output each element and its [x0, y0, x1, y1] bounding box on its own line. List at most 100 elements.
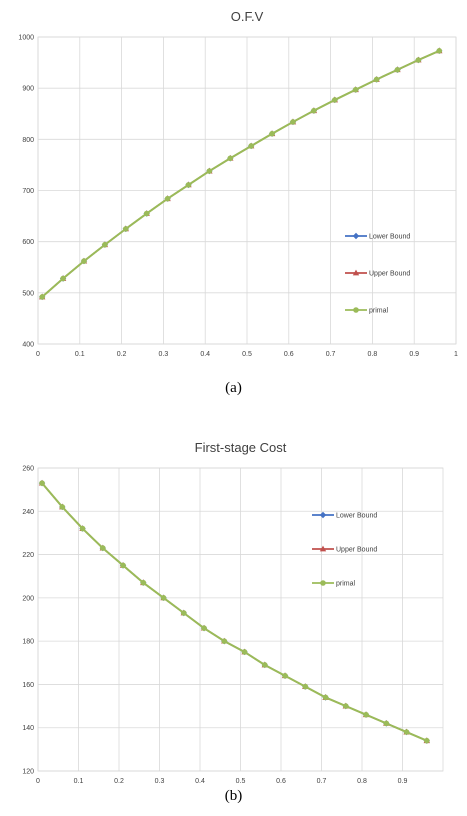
x-tick-label: 1	[454, 351, 458, 358]
legend-marker	[352, 269, 360, 276]
data-point	[282, 672, 288, 679]
data-point	[290, 119, 296, 125]
y-tick-label: 120	[22, 769, 34, 776]
x-tick-label: 0.6	[276, 778, 286, 783]
x-tick-label: 0.2	[114, 778, 124, 783]
x-tick-label: 0	[36, 351, 40, 358]
x-tick-label: 0.3	[155, 778, 165, 783]
data-point	[206, 168, 213, 174]
legend-label: Upper Bound	[369, 271, 410, 278]
data-point	[343, 703, 349, 709]
x-tick-label: 0.1	[74, 778, 84, 783]
y-tick-label: 500	[22, 290, 34, 297]
data-point	[221, 638, 228, 644]
data-point	[269, 130, 275, 137]
legend-marker	[319, 511, 327, 519]
data-point	[79, 525, 86, 532]
y-tick-label: 900	[22, 86, 34, 93]
x-tick-label: 0.5	[242, 351, 252, 358]
y-tick-label: 180	[22, 639, 34, 646]
x-tick-label: 0.4	[200, 351, 210, 358]
y-tick-label: 160	[22, 682, 34, 689]
x-tick-label: 0.3	[159, 351, 169, 358]
caption-a: (a)	[225, 380, 242, 396]
x-tick-label: 0.7	[326, 351, 336, 358]
first-stage-cost-chart: First-stage Cost 120 140 160 180 200 220 240 260…	[22, 440, 444, 783]
y-tick-label: 800	[22, 137, 34, 144]
legend-label: primal	[369, 308, 389, 315]
data-point	[181, 610, 187, 616]
data-point	[39, 294, 45, 300]
data-point	[248, 143, 254, 149]
data-point	[227, 155, 234, 162]
data-point	[373, 76, 380, 83]
data-point	[160, 595, 167, 601]
series-line	[41, 50, 440, 298]
data-point	[352, 86, 359, 93]
ofv-chart: O.F.V 400 500 600 700 800 900 1000 0 0.1 0.2 0.3 0.4…	[18, 9, 458, 358]
data-point	[185, 182, 192, 188]
data-point	[424, 737, 430, 744]
chart-title: O.F.V	[231, 9, 264, 24]
caption-b: (b)	[224, 788, 243, 804]
data-point	[201, 625, 207, 631]
data-point	[140, 579, 147, 586]
x-tick-label: 0.8	[368, 351, 378, 358]
series-line	[41, 50, 440, 298]
x-tick-label: 0.8	[357, 778, 367, 783]
x-tick-label: 0.1	[75, 351, 85, 358]
data-point	[100, 545, 106, 551]
y-tick-label: 220	[22, 552, 34, 559]
chart-title: First-stage Cost	[195, 440, 287, 455]
data-point	[262, 662, 268, 668]
data-point	[39, 480, 45, 486]
x-tick-label: 0	[36, 778, 40, 783]
x-tick-label: 0.5	[236, 778, 246, 783]
series-line	[41, 482, 428, 742]
data-point	[383, 720, 390, 727]
series-line	[41, 482, 428, 742]
data-point	[120, 562, 126, 569]
x-tick-label: 0.7	[317, 778, 327, 783]
data-point	[436, 48, 443, 54]
data-point	[81, 258, 87, 264]
legend-label: Upper Bound	[336, 547, 377, 554]
data-point	[311, 107, 317, 114]
y-tick-label: 140	[22, 725, 34, 732]
x-tick-label: 0.4	[195, 778, 205, 783]
y-tick-label: 1000	[18, 35, 34, 42]
y-tick-label: 260	[22, 466, 34, 473]
data-point	[322, 694, 329, 701]
legend-label: Lower Bound	[336, 513, 377, 520]
legend-marker	[353, 307, 359, 313]
x-tick-label: 0.2	[117, 351, 127, 358]
x-tick-label: 0.6	[284, 351, 294, 358]
series-line	[41, 482, 428, 742]
data-point	[415, 57, 422, 63]
y-tick-label: 600	[22, 239, 34, 246]
y-tick-label: 200	[22, 595, 34, 602]
legend-label: primal	[336, 581, 356, 588]
y-tick-label: 240	[22, 509, 34, 516]
series-line	[41, 49, 440, 298]
chart-panel-a: O.F.V 400 500 600 700 800 900 1000 0 0.1 0.2 0.3 0.4…	[18, 9, 458, 396]
data-point	[331, 97, 338, 103]
x-tick-label: 0.9	[409, 351, 419, 358]
legend-marker	[320, 580, 326, 586]
data-point	[302, 683, 309, 690]
data-point	[164, 195, 171, 202]
data-point	[60, 275, 66, 282]
data-point	[394, 66, 401, 73]
data-point	[122, 226, 129, 232]
legend-label: Lower Bound	[369, 234, 410, 241]
chart-panel-b: First-stage Cost 120 140 160 180 200 220 240 260…	[0, 408, 467, 816]
data-point	[102, 241, 108, 248]
legend-marker	[352, 232, 360, 240]
data-point	[143, 210, 150, 217]
data-point	[59, 504, 66, 510]
x-tick-label: 0.9	[398, 778, 408, 783]
data-point	[363, 711, 369, 718]
data-point	[241, 649, 248, 655]
y-tick-label: 400	[22, 342, 34, 349]
legend-marker	[319, 545, 327, 552]
